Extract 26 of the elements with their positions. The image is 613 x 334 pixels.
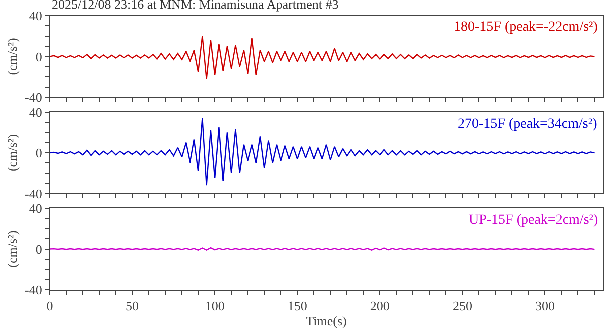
y-tick-label: -40 bbox=[25, 282, 42, 298]
x-tick-label: 150 bbox=[288, 298, 308, 314]
x-tick-label: 200 bbox=[370, 298, 390, 314]
x-tick-label: 0 bbox=[46, 298, 54, 314]
y-axis-title: (cm/s²) bbox=[5, 134, 20, 172]
y-axis-title: (cm/s²) bbox=[5, 38, 20, 76]
y-tick-label: 0 bbox=[36, 49, 42, 64]
line-series bbox=[50, 36, 596, 80]
x-axis-title: Time(s) bbox=[306, 314, 347, 329]
y-tick-label: 0 bbox=[36, 146, 42, 161]
y-tick-label: -40 bbox=[25, 90, 42, 105]
series-label: 180-15F (peak=-22cm/s²) bbox=[454, 20, 598, 35]
y-tick-label: -40 bbox=[25, 186, 42, 202]
x-tick-label: 250 bbox=[452, 298, 472, 314]
line-series bbox=[50, 118, 596, 186]
series-label: UP-15F (peak=2cm/s²) bbox=[469, 213, 598, 228]
series-label: 270-15F (peak=34cm/s²) bbox=[458, 117, 598, 132]
y-tick-label: 0 bbox=[36, 242, 42, 257]
x-tick-label: 300 bbox=[535, 298, 555, 314]
y-tick-label: 40 bbox=[29, 8, 42, 24]
y-tick-label: 40 bbox=[29, 201, 42, 216]
y-tick-label: 40 bbox=[29, 104, 42, 120]
chart-title: 2025/12/08 23:16 at MNM: Minamisuna Apartment #3 bbox=[52, 0, 339, 12]
y-axis-title: (cm/s²) bbox=[5, 230, 20, 268]
x-tick-label: 50 bbox=[126, 298, 140, 314]
x-tick-label: 100 bbox=[205, 298, 225, 314]
